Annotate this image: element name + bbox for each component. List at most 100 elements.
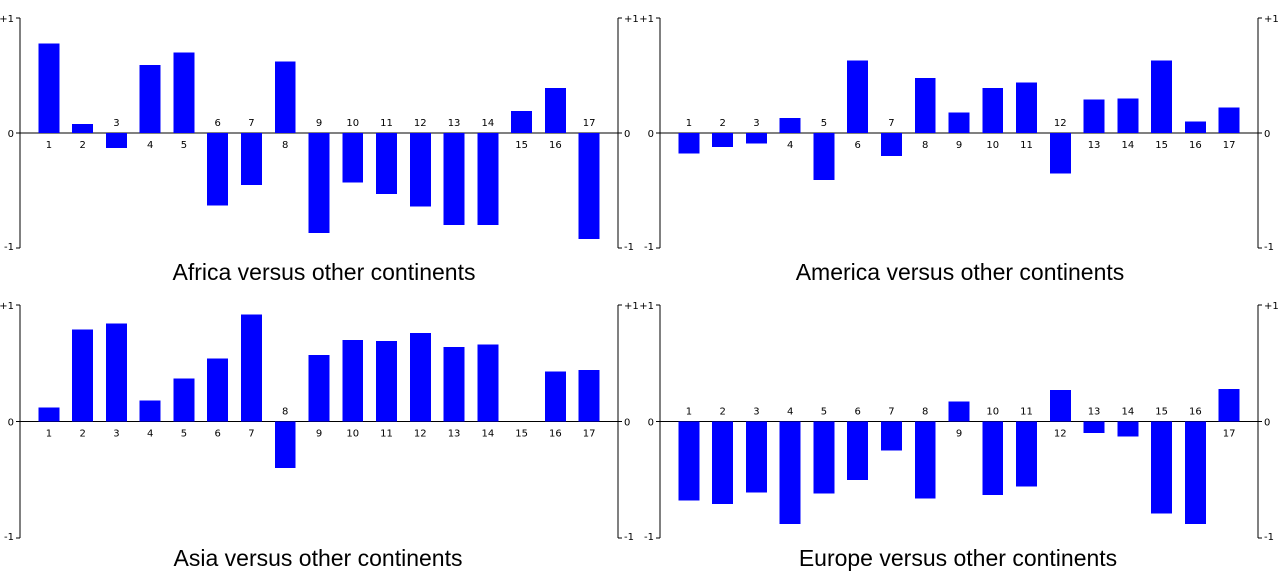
bar — [409, 332, 431, 422]
bar — [511, 111, 533, 133]
bar — [376, 341, 397, 422]
category-label: 8 — [922, 407, 928, 418]
chart-title: America versus other continents — [796, 259, 1125, 285]
category-label: 3 — [753, 118, 759, 129]
category-label: 5 — [821, 407, 827, 418]
bar — [1184, 121, 1206, 133]
bar — [813, 421, 835, 494]
bar — [173, 52, 195, 133]
bar — [1218, 107, 1240, 133]
bar — [38, 43, 60, 133]
y-tick-label: +1 — [624, 301, 639, 312]
bar — [139, 400, 161, 422]
bar — [72, 123, 94, 133]
bar — [1049, 133, 1071, 174]
category-label: 15 — [1155, 407, 1168, 418]
bar — [847, 60, 869, 133]
category-label: 12 — [1054, 429, 1067, 440]
category-label: 3 — [113, 118, 119, 129]
y-tick-label: -1 — [624, 242, 634, 253]
category-label: 17 — [583, 118, 596, 129]
bar — [139, 65, 161, 133]
bar — [241, 314, 262, 422]
chart-panel: +1 +10 0-1 -11 2 3 4 5 6 789 10 11 12 13 14 15 16 17Asia … — [0, 301, 639, 571]
bar — [881, 421, 902, 451]
category-label: 13 — [1088, 407, 1101, 418]
bar — [1083, 421, 1105, 434]
bar — [544, 371, 566, 422]
category-label: 13 — [448, 118, 461, 129]
category-label: 14 — [1121, 407, 1134, 418]
bar — [544, 88, 566, 133]
bar — [1083, 99, 1105, 133]
bar — [443, 133, 465, 225]
bar — [477, 344, 499, 422]
bar — [308, 355, 330, 422]
bar — [779, 421, 801, 525]
bar — [342, 133, 364, 183]
category-label: 2 — [719, 407, 725, 418]
y-tick-label: +1 — [1264, 14, 1279, 25]
category-label: 1 — [686, 118, 692, 129]
category-label: 6 — [855, 140, 861, 151]
bar — [173, 378, 195, 422]
chart-title: Europe versus other continents — [799, 545, 1117, 571]
y-tick-label: -1 — [1264, 532, 1274, 543]
y-tick-label: +1 — [639, 301, 654, 312]
y-tick-label: 0 — [8, 418, 14, 429]
y-tick-label: 0 — [648, 418, 654, 429]
category-label: 17 — [583, 429, 596, 440]
bar — [1049, 390, 1071, 422]
chart-title: Africa versus other continents — [173, 259, 476, 285]
category-label: 16 — [1189, 140, 1202, 151]
y-tick-label: -1 — [624, 532, 634, 543]
category-label: 4 — [787, 140, 793, 151]
bar — [308, 133, 330, 234]
category-label: 11 — [1020, 407, 1033, 418]
category-label: 4 — [147, 429, 153, 440]
bar — [409, 133, 431, 207]
category-label: 16 — [549, 429, 562, 440]
category-label: 14 — [1121, 140, 1134, 151]
bar — [376, 133, 397, 194]
category-label: 8 — [282, 407, 288, 418]
bar — [881, 133, 902, 156]
category-label: 12 — [414, 429, 427, 440]
y-tick-label: 0 — [1264, 129, 1270, 140]
bar — [847, 421, 869, 480]
category-label: 5 — [821, 118, 827, 129]
category-label: 6 — [855, 407, 861, 418]
bar — [1151, 60, 1173, 133]
bar — [712, 133, 734, 147]
category-label: 2 — [719, 118, 725, 129]
category-label: 5 — [181, 140, 187, 151]
category-label: 7 — [248, 429, 254, 440]
category-label: 8 — [282, 140, 288, 151]
category-label: 7 — [248, 118, 254, 129]
category-label: 3 — [753, 407, 759, 418]
category-label: 10 — [986, 407, 999, 418]
bar — [1016, 82, 1037, 133]
bar — [678, 421, 700, 501]
bar — [578, 133, 600, 239]
bar — [948, 112, 970, 133]
y-tick-label: 0 — [624, 129, 630, 140]
category-label: 12 — [1054, 118, 1067, 129]
bar — [712, 421, 734, 505]
y-tick-label: 0 — [624, 418, 630, 429]
category-label: 2 — [79, 429, 85, 440]
category-label: 3 — [113, 429, 119, 440]
bar — [274, 421, 296, 469]
y-tick-label: -1 — [644, 532, 654, 543]
bar — [745, 421, 767, 493]
bar — [1117, 421, 1139, 437]
bar — [72, 329, 94, 422]
bar — [1218, 388, 1240, 422]
category-label: 4 — [787, 407, 793, 418]
category-label: 9 — [316, 429, 322, 440]
category-label: 6 — [215, 118, 221, 129]
